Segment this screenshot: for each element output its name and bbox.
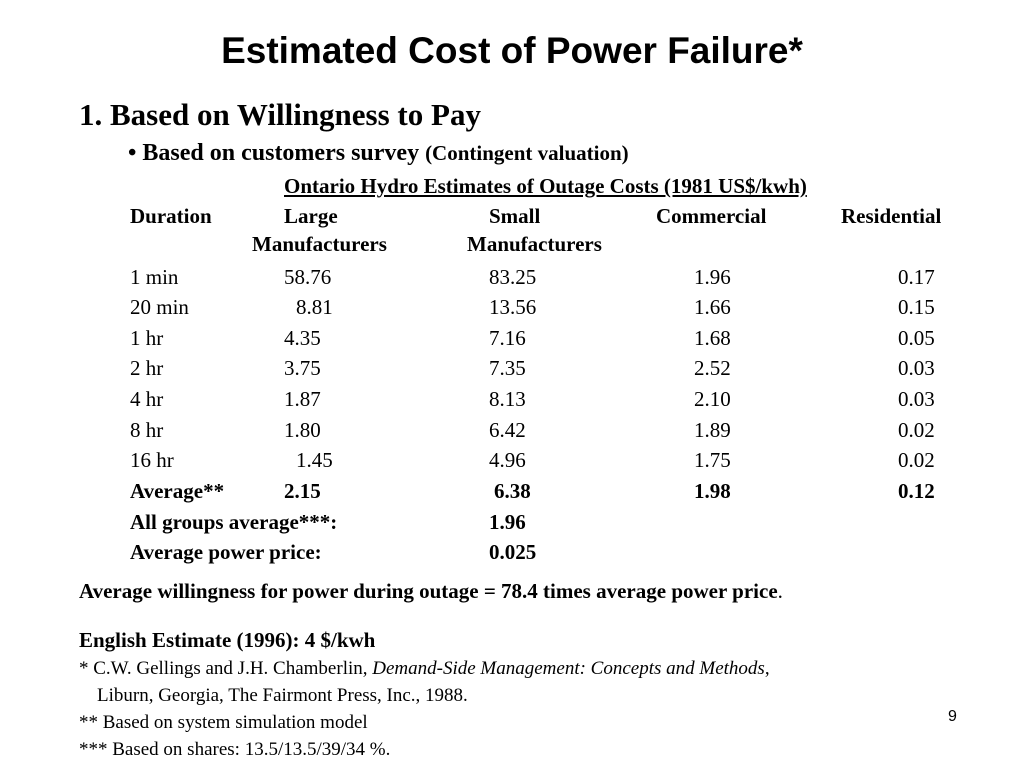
row-5-residential: 0.03 [898,387,935,411]
page-number: 9 [948,708,957,725]
slide-title: Estimated Cost of Power Failure* [221,30,803,71]
bullet-paren-text: (Contingent valuation) [425,141,629,165]
header-duration: Duration [130,204,212,228]
header-commercial: Commercial [656,204,767,228]
header-small-line2: Manufacturers [467,232,602,256]
header-residential: Residential [841,204,942,228]
row-7-residential: 0.02 [898,448,935,472]
row-3-residential: 0.05 [898,326,935,350]
row-5-duration: 4 hr [130,387,164,411]
row-2-small: 13.56 [489,295,537,319]
row-2-duration: 20 min [130,295,189,319]
row-7-large: 1.45 [296,448,333,472]
table-caption: Ontario Hydro Estimates of Outage Costs … [284,174,807,198]
row-3-small: 7.16 [489,326,526,350]
row-6-duration: 8 hr [130,418,164,442]
footnote-1-comma: , [764,658,770,679]
footnote-3: *** Based on shares: 13.5/13.5/39/34 %. [79,739,391,760]
english-estimate: English Estimate (1996): 4 $/kwh [79,628,376,652]
row-7-small: 4.96 [489,448,526,472]
row-2-residential: 0.15 [898,295,935,319]
row-4-large: 3.75 [284,356,321,380]
bullet-item: • Based on customers survey (Contingent … [128,140,629,167]
footnote-1-book-title: Demand-Side Management: Concepts and Met… [372,658,765,679]
row-1-commercial: 1.96 [694,265,731,289]
row-7-duration: 16 hr [130,448,174,472]
average-row-label: Average** [130,479,225,503]
row-6-residential: 0.02 [898,418,935,442]
average-power-price-label: Average power price: [130,540,322,564]
row-2-large: 8.81 [296,295,333,319]
row-3-commercial: 1.68 [694,326,731,350]
conclusion-text: Average willingness for power during out… [79,579,783,604]
bullet-symbol: • [128,140,137,166]
header-large-line2: Manufacturers [252,232,387,256]
section-heading: 1. Based on Willingness to Pay [79,97,481,132]
conclusion-period: . [777,579,783,603]
bullet-main-text: Based on customers survey [142,140,420,166]
row-4-residential: 0.03 [898,356,935,380]
row-6-small: 6.42 [489,418,526,442]
all-groups-average-value: 1.96 [489,510,526,534]
row-3-large: 4.35 [284,326,321,350]
average-row-small: 6.38 [494,479,531,503]
header-large-line1: Large [284,204,338,228]
row-5-large: 1.87 [284,387,321,411]
row-1-small: 83.25 [489,265,537,289]
footnote-1-publisher: Liburn, Georgia, The Fairmont Press, Inc… [97,685,468,706]
footnote-1: * C.W. Gellings and J.H. Chamberlin, Dem… [79,658,770,680]
average-row-commercial: 1.98 [694,479,731,503]
footnote-1-authors: * C.W. Gellings and J.H. Chamberlin, [79,658,373,679]
row-1-duration: 1 min [130,265,179,289]
row-5-commercial: 2.10 [694,387,731,411]
conclusion-main: Average willingness for power during out… [79,579,778,603]
row-4-duration: 2 hr [130,356,164,380]
row-1-residential: 0.17 [898,265,935,289]
average-row-residential: 0.12 [898,479,935,503]
row-2-commercial: 1.66 [694,295,731,319]
average-power-price-value: 0.025 [489,540,537,564]
row-6-commercial: 1.89 [694,418,731,442]
header-small-line1: Small [489,204,541,228]
row-7-commercial: 1.75 [694,448,731,472]
row-1-large: 58.76 [284,265,332,289]
all-groups-average-label: All groups average***: [130,510,338,534]
average-row-large: 2.15 [284,479,321,503]
row-6-large: 1.80 [284,418,321,442]
row-3-duration: 1 hr [130,326,164,350]
row-4-commercial: 2.52 [694,356,731,380]
row-4-small: 7.35 [489,356,526,380]
footnote-2: ** Based on system simulation model [79,712,368,733]
row-5-small: 8.13 [489,387,526,411]
